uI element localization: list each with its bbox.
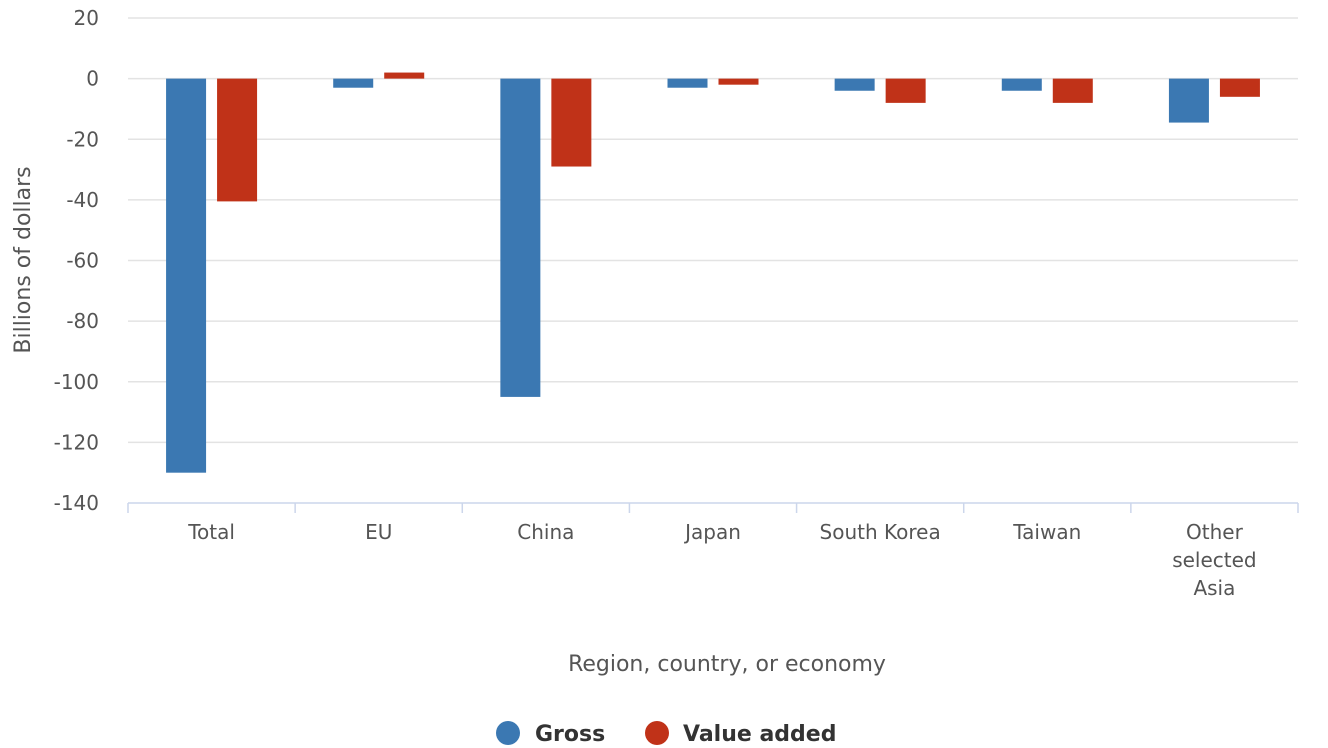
x-tick-label-line: Asia bbox=[1193, 576, 1235, 600]
legend-swatch-value-added bbox=[645, 721, 669, 745]
y-tick-label: -40 bbox=[66, 188, 99, 212]
bar-gross-south-korea bbox=[834, 78, 875, 91]
legend-label-gross: Gross bbox=[535, 722, 605, 747]
y-tick-label: -20 bbox=[66, 127, 99, 151]
y-tick-label: -120 bbox=[54, 430, 99, 454]
bar-value-added-china bbox=[551, 78, 592, 167]
x-tick-label-line: EU bbox=[365, 520, 392, 544]
y-tick-label: -60 bbox=[66, 249, 99, 273]
x-tick-label-taiwan: Taiwan bbox=[1012, 520, 1081, 544]
x-tick-label-china: China bbox=[517, 520, 574, 544]
bar-gross-taiwan bbox=[1001, 78, 1042, 91]
x-tick-label-japan: Japan bbox=[683, 520, 741, 544]
bar-gross-other-selected-asia bbox=[1168, 78, 1209, 123]
x-tick-label-line: South Korea bbox=[820, 520, 941, 544]
y-tick-label: 0 bbox=[86, 67, 99, 91]
legend: Gross Value added bbox=[496, 721, 836, 747]
bar-gross-china bbox=[500, 78, 541, 397]
x-tick-label-line: China bbox=[517, 520, 574, 544]
x-tick-label-line: Taiwan bbox=[1012, 520, 1081, 544]
bar-value-added-taiwan bbox=[1052, 78, 1093, 103]
legend-item-gross[interactable]: Gross bbox=[496, 721, 605, 747]
x-tick-label-south-korea: South Korea bbox=[820, 520, 941, 544]
x-tick-label-total: Total bbox=[187, 520, 235, 544]
bar-gross-total bbox=[166, 78, 207, 473]
y-tick-label: 20 bbox=[74, 6, 99, 30]
y-axis-title: Billions of dollars bbox=[11, 166, 36, 353]
y-tick-label: -100 bbox=[54, 370, 99, 394]
bar-value-added-total bbox=[217, 78, 258, 202]
legend-item-value-added[interactable]: Value added bbox=[645, 721, 836, 747]
x-axis: Total EU China Japan South Korea Taiwan Other s… bbox=[127, 502, 1299, 600]
x-axis-title: Region, country, or economy bbox=[568, 652, 886, 677]
bar-value-added-other-selected-asia bbox=[1219, 78, 1260, 97]
legend-swatch-gross bbox=[496, 721, 520, 745]
bar-gross-japan bbox=[667, 78, 708, 88]
x-tick-label-other-selected-asia: Other selected Asia bbox=[1172, 520, 1256, 600]
gridlines bbox=[128, 17, 1298, 444]
x-tick-label-eu: EU bbox=[365, 520, 392, 544]
bar-gross-eu bbox=[333, 78, 374, 88]
x-tick-label-line: Other bbox=[1186, 520, 1244, 544]
bar-value-added-south-korea bbox=[885, 78, 926, 103]
x-tick-label-line: selected bbox=[1172, 548, 1256, 572]
bar-value-added-japan bbox=[718, 78, 759, 85]
x-tick-label-line: Total bbox=[187, 520, 235, 544]
y-tick-label: -140 bbox=[54, 491, 99, 515]
bars bbox=[166, 72, 1260, 473]
y-tick-label: -80 bbox=[66, 309, 99, 333]
bar-value-added-eu bbox=[384, 72, 425, 79]
legend-label-value-added: Value added bbox=[683, 722, 836, 747]
y-axis-ticks: 20 0 -20 -40 -60 -80 -100 -120 -140 bbox=[54, 6, 99, 515]
x-tick-label-line: Japan bbox=[683, 520, 741, 544]
